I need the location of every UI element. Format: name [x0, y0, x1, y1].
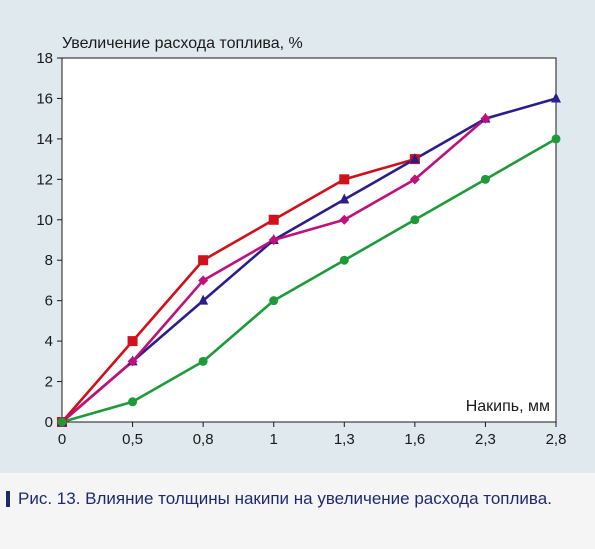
line-chart: Увеличение расхода топлива, % Накипь, мм… — [36, 35, 567, 448]
y-tick-label: 18 — [36, 50, 53, 67]
y-tick-label: 2 — [45, 374, 53, 391]
y-tick-label: 16 — [36, 90, 53, 107]
plot-area — [61, 57, 557, 423]
data-point-series-3 — [480, 113, 491, 124]
data-point-series-4 — [410, 215, 420, 225]
data-point-series-4 — [269, 296, 279, 306]
series-line-4 — [61, 137, 557, 424]
data-point-series-4 — [551, 134, 561, 144]
data-point-series-1 — [339, 174, 350, 185]
data-point-series-4 — [339, 255, 349, 265]
data-point-series-2 — [409, 153, 420, 164]
data-point-series-1 — [198, 255, 209, 266]
data-point-series-3 — [127, 356, 138, 367]
data-point-series-2 — [339, 193, 350, 204]
y-tick-label: 8 — [45, 252, 53, 269]
y-axis-label: Увеличение расхода топлива, % — [62, 35, 303, 52]
series-line-1 — [61, 157, 416, 423]
data-point-series-2 — [551, 92, 561, 103]
data-point-series-3 — [198, 275, 209, 286]
data-point-series-4 — [128, 397, 138, 407]
caption-area: Рис. 13. Влияние толщины накипи на увели… — [0, 473, 595, 549]
x-tick-label: 2,8 — [546, 431, 567, 448]
data-point-series-4 — [198, 356, 208, 366]
x-tick-label: 1,6 — [404, 431, 425, 448]
figure-caption: Рис. 13. Влияние толщины накипи на увели… — [18, 489, 552, 508]
y-tick-label: 10 — [36, 212, 53, 229]
data-point-series-3 — [409, 174, 420, 185]
x-tick-label: 1,3 — [334, 431, 355, 448]
data-point-series-1 — [268, 214, 279, 225]
caption-marker — [6, 491, 10, 507]
y-tick-label: 0 — [45, 414, 53, 431]
data-point-series-4 — [480, 174, 490, 184]
data-point-series-3 — [339, 214, 350, 225]
y-tick-label: 6 — [45, 293, 53, 310]
y-tick-label: 14 — [36, 131, 53, 148]
x-axis-label: Накипь, мм — [466, 398, 550, 415]
data-point-series-2 — [198, 294, 209, 305]
chart-panel: Увеличение расхода топлива, % Накипь, мм… — [0, 0, 595, 473]
x-tick-label: 0,5 — [122, 431, 143, 448]
x-tick-label: 0,8 — [193, 431, 214, 448]
data-point-series-4 — [57, 417, 67, 427]
y-tick-label: 12 — [36, 171, 53, 188]
y-tick-label: 4 — [45, 333, 53, 350]
series-line-2 — [61, 97, 557, 423]
x-tick-label: 1 — [270, 431, 278, 448]
data-point-series-1 — [127, 336, 138, 347]
x-tick-label: 0 — [58, 431, 66, 448]
x-tick-label: 2,3 — [475, 431, 496, 448]
data-point-series-3 — [268, 235, 279, 245]
